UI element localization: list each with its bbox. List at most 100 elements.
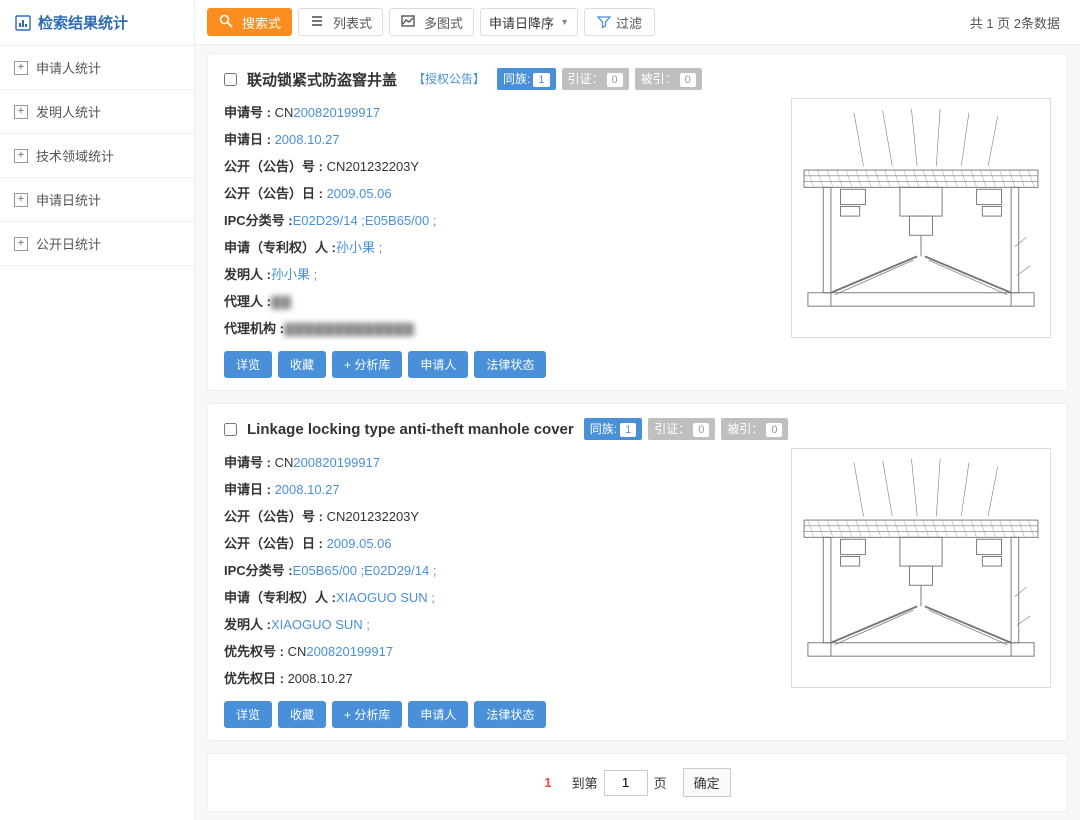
meta-label: 申请日 :	[224, 132, 275, 147]
thumbnail[interactable]	[791, 98, 1051, 338]
cite-tag[interactable]: 引证：0	[648, 418, 715, 440]
meta-label: 申请日 :	[224, 482, 275, 497]
action-button[interactable]: 详览	[224, 701, 272, 728]
action-button[interactable]: 收藏	[278, 351, 326, 378]
family-tag[interactable]: 同族:1	[584, 418, 642, 440]
goto-label-post: 页	[654, 773, 667, 792]
sidebar-item-label: 发明人统计	[36, 102, 101, 121]
cited-tag[interactable]: 被引：0	[635, 68, 702, 90]
action-button[interactable]: + 分析库	[332, 351, 402, 378]
view-2[interactable]: 多图式	[389, 8, 474, 36]
meta-row: 公开（公告）日 : 2009.05.06	[224, 529, 779, 556]
card-head: Linkage locking type anti-theft manhole …	[224, 418, 1051, 440]
meta-row: 申请（专利权）人 :XIAOGUO SUN ;	[224, 583, 779, 610]
meta-link[interactable]: XIAOGUO SUN ;	[271, 617, 370, 632]
meta-link[interactable]: 孙小果 ;	[271, 267, 317, 282]
result-card: 联动锁紧式防盗窨井盖【授权公告】同族:1引证：0被引：0申请号 : CN2008…	[207, 53, 1068, 391]
meta-row: 发明人 :XIAOGUO SUN ;	[224, 610, 779, 637]
thumbnail[interactable]	[791, 448, 1051, 688]
select-checkbox[interactable]	[224, 73, 237, 86]
sidebar-item-label: 公开日统计	[36, 234, 101, 253]
meta-row: 公开（公告）日 : 2009.05.06	[224, 179, 779, 206]
main: 搜索式列表式多图式 申请日降序 ▼ 过滤 共 1 页 2条数据 联动锁紧式防盗窨…	[195, 0, 1080, 820]
view-label: 搜索式	[242, 13, 281, 32]
expand-icon: +	[14, 193, 28, 207]
meta-label: 代理人 :	[224, 294, 271, 309]
card-actions: 详览收藏+ 分析库申请人法律状态	[224, 701, 1051, 728]
results-list: 联动锁紧式防盗窨井盖【授权公告】同族:1引证：0被引：0申请号 : CN2008…	[195, 45, 1080, 820]
view-1[interactable]: 列表式	[298, 8, 383, 36]
meta-link[interactable]: 200820199917	[306, 644, 393, 659]
family-tag[interactable]: 同族:1	[497, 68, 555, 90]
patent-diagram	[796, 103, 1046, 333]
action-button[interactable]: 申请人	[408, 701, 468, 728]
meta-label: 代理机构 :	[224, 321, 284, 336]
action-button[interactable]: 详览	[224, 351, 272, 378]
meta-link[interactable]: 2008.10.27	[275, 132, 340, 147]
sidebar-title: 检索结果统计	[0, 0, 194, 46]
meta-label: 公开（公告）号 :	[224, 159, 327, 174]
result-title[interactable]: 联动锁紧式防盗窨井盖	[247, 69, 397, 90]
result-title[interactable]: Linkage locking type anti-theft manhole …	[247, 421, 574, 438]
meta-row: 申请日 : 2008.10.27	[224, 125, 779, 152]
meta-row: IPC分类号 :E05B65/00 ;E02D29/14 ;	[224, 556, 779, 583]
meta-label: 公开（公告）日 :	[224, 186, 327, 201]
expand-icon: +	[14, 149, 28, 163]
meta-link[interactable]: E02D29/14 ;E05B65/00 ;	[293, 213, 437, 228]
expand-icon: +	[14, 105, 28, 119]
caret-down-icon: ▼	[560, 17, 569, 27]
result-count: 共 1 页 2条数据	[970, 13, 1060, 32]
card-actions: 详览收藏+ 分析库申请人法律状态	[224, 351, 1051, 378]
meta-label: 申请（专利权）人 :	[224, 240, 336, 255]
meta-link[interactable]: 200820199917	[293, 455, 380, 470]
stats-icon	[14, 14, 32, 32]
view-icon	[218, 13, 238, 32]
action-button[interactable]: + 分析库	[332, 701, 402, 728]
sidebar-item-label: 申请人统计	[36, 58, 101, 77]
sidebar-item-label: 申请日统计	[36, 190, 101, 209]
meta-label: 申请号 :	[224, 455, 275, 470]
cite-tag[interactable]: 引证：0	[562, 68, 629, 90]
pager: 1到第页确定	[207, 753, 1068, 812]
select-checkbox[interactable]	[224, 423, 237, 436]
meta-link[interactable]: XIAOGUO SUN ;	[336, 590, 435, 605]
meta-row: 代理机构 :▇▇▇▇▇▇▇▇▇▇▇▇▇	[224, 314, 779, 341]
sidebar-title-text: 检索结果统计	[38, 12, 128, 33]
toolbar: 搜索式列表式多图式 申请日降序 ▼ 过滤 共 1 页 2条数据	[195, 0, 1080, 45]
meta-label: 公开（公告）号 :	[224, 509, 327, 524]
filter-icon	[597, 15, 611, 29]
sidebar-item-1[interactable]: + 发明人统计	[0, 90, 194, 134]
meta-row: 申请号 : CN200820199917	[224, 98, 779, 125]
action-button[interactable]: 申请人	[408, 351, 468, 378]
sidebar-item-4[interactable]: +公开日统计	[0, 222, 194, 266]
meta-row: 公开（公告）号 : CN201232203Y	[224, 502, 779, 529]
meta-row: 公开（公告）号 : CN201232203Y	[224, 152, 779, 179]
meta-row: 优先权号 : CN200820199917	[224, 637, 779, 664]
cited-tag[interactable]: 被引：0	[721, 418, 788, 440]
meta-link[interactable]: 2008.10.27	[275, 482, 340, 497]
page-input[interactable]	[604, 770, 648, 796]
card-head: 联动锁紧式防盗窨井盖【授权公告】同族:1引证：0被引：0	[224, 68, 1051, 90]
meta-row: 优先权日 : 2008.10.27	[224, 664, 779, 691]
action-button[interactable]: 法律状态	[474, 351, 546, 378]
meta: 申请号 : CN200820199917申请日 : 2008.10.27公开（公…	[224, 448, 779, 691]
sidebar-item-2[interactable]: +技术领域统计	[0, 134, 194, 178]
expand-icon: +	[14, 61, 28, 75]
meta-link[interactable]: E05B65/00 ;E02D29/14 ;	[293, 563, 437, 578]
goto-label-pre: 到第	[572, 773, 598, 792]
meta-link[interactable]: 2009.05.06	[327, 186, 392, 201]
sort-label: 申请日降序	[489, 13, 554, 32]
sidebar-item-3[interactable]: + 申请日统计	[0, 178, 194, 222]
meta-link[interactable]: 200820199917	[293, 105, 380, 120]
meta-label: 公开（公告）日 :	[224, 536, 327, 551]
filter-button[interactable]: 过滤	[584, 8, 655, 36]
meta-link[interactable]: 孙小果 ;	[336, 240, 382, 255]
view-0[interactable]: 搜索式	[207, 8, 292, 36]
meta: 申请号 : CN200820199917申请日 : 2008.10.27公开（公…	[224, 98, 779, 341]
goto-button[interactable]: 确定	[683, 768, 731, 797]
action-button[interactable]: 法律状态	[474, 701, 546, 728]
action-button[interactable]: 收藏	[278, 701, 326, 728]
sidebar-item-0[interactable]: + 申请人统计	[0, 46, 194, 90]
meta-link[interactable]: 2009.05.06	[327, 536, 392, 551]
sort-select[interactable]: 申请日降序 ▼	[480, 8, 578, 36]
